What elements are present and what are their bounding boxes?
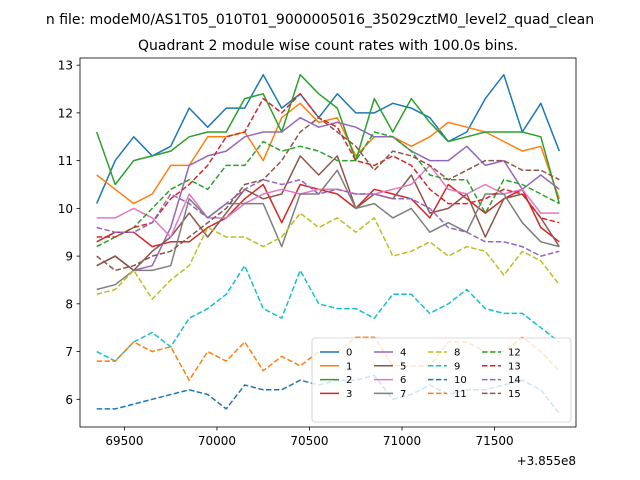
series-line-9 bbox=[96, 264, 560, 362]
legend-label-10: 10 bbox=[454, 375, 467, 386]
legend-label-5: 5 bbox=[400, 361, 406, 372]
series-line-8 bbox=[96, 212, 560, 300]
legend-label-14: 14 bbox=[508, 375, 521, 386]
y-tick-label: 7 bbox=[65, 345, 73, 359]
y-tick-label: 13 bbox=[58, 59, 73, 73]
series-line-2 bbox=[95, 73, 561, 204]
x-axis: 69500 70000 70500 71000 71500 bbox=[105, 427, 514, 448]
series-line-6 bbox=[96, 164, 560, 238]
x-tick-label: 70000 bbox=[198, 434, 236, 448]
series-line-3 bbox=[96, 183, 560, 248]
x-offset-label: +3.855e8 bbox=[517, 454, 576, 468]
x-tick-label: 70500 bbox=[290, 434, 328, 448]
series-line-11 bbox=[96, 336, 560, 381]
legend-label-9: 9 bbox=[454, 361, 460, 372]
y-tick-label: 8 bbox=[65, 297, 73, 311]
legend-label-3: 3 bbox=[346, 389, 352, 400]
legend-label-7: 7 bbox=[400, 389, 406, 400]
legend-label-12: 12 bbox=[508, 348, 521, 359]
series-line-15 bbox=[96, 116, 560, 272]
chart-title: Quadrant 2 module wise count rates with … bbox=[138, 38, 518, 54]
y-tick-label: 9 bbox=[65, 250, 73, 264]
legend-label-4: 4 bbox=[400, 348, 406, 359]
figure-suptitle: n file: modeM0/AS1T05_010T01_9000005016_… bbox=[46, 12, 594, 28]
legend-box bbox=[311, 337, 572, 423]
legend-label-8: 8 bbox=[454, 348, 460, 359]
legend-label-0: 0 bbox=[346, 348, 352, 359]
series-line-14 bbox=[96, 178, 560, 257]
legend-label-1: 1 bbox=[346, 361, 352, 372]
series-line-13 bbox=[96, 93, 560, 238]
y-tick-label: 11 bbox=[58, 154, 73, 168]
x-tick-label: 71000 bbox=[383, 434, 421, 448]
x-tick-label: 69500 bbox=[105, 434, 143, 448]
legend-label-15: 15 bbox=[508, 389, 521, 400]
series-layer bbox=[95, 73, 561, 415]
legend-label-2: 2 bbox=[346, 375, 352, 386]
y-tick-label: 6 bbox=[65, 393, 73, 407]
y-axis: 6 7 8 9 10 11 12 13 bbox=[58, 59, 80, 407]
series-line-12 bbox=[96, 131, 560, 248]
y-tick-label: 12 bbox=[58, 106, 73, 120]
y-tick-label: 10 bbox=[58, 202, 73, 216]
legend-label-11: 11 bbox=[454, 389, 467, 400]
series-line-5 bbox=[96, 155, 560, 272]
plot-frame bbox=[79, 57, 577, 428]
legend-label-6: 6 bbox=[400, 375, 406, 386]
legend-label-13: 13 bbox=[508, 361, 521, 372]
series-line-1 bbox=[96, 102, 561, 205]
x-tick-label: 71500 bbox=[475, 434, 513, 448]
series-line-0 bbox=[96, 73, 560, 204]
